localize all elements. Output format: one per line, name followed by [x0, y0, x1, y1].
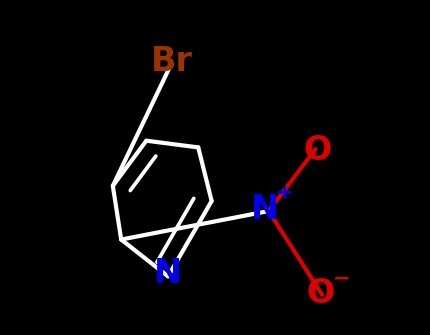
Text: −: − [333, 269, 350, 289]
Text: N: N [154, 257, 182, 289]
Text: O: O [307, 277, 335, 310]
Text: +: + [276, 183, 294, 203]
Text: Br: Br [150, 46, 192, 78]
Text: N: N [251, 193, 280, 226]
Text: O: O [303, 134, 331, 167]
